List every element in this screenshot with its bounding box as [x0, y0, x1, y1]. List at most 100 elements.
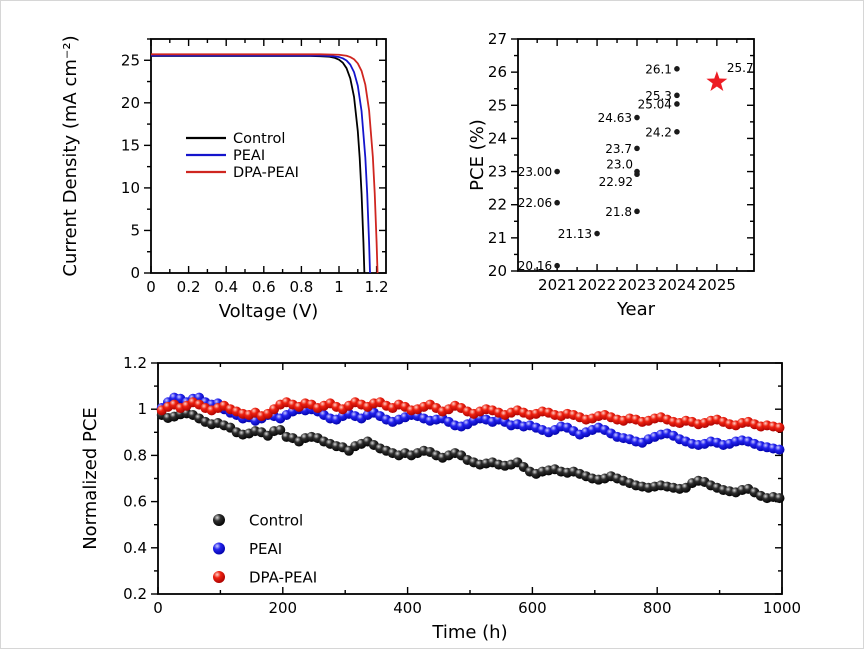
x-tick-label: 2024	[658, 276, 696, 294]
scatter-ball	[774, 444, 785, 455]
y-tick-label: 20	[488, 262, 507, 280]
y-tick-label: 25	[488, 96, 507, 114]
y-tick-label: 22	[488, 196, 507, 214]
star-label: 25.7	[727, 61, 754, 75]
data-point	[634, 171, 640, 178]
data-point-label: 23.00	[518, 165, 552, 179]
x-tick-label: 0	[146, 278, 156, 296]
data-point	[634, 114, 640, 121]
data-point-label: 24.2	[645, 125, 672, 139]
x-tick-label: 1000	[763, 599, 801, 617]
data-point-label: 22.92	[599, 175, 633, 189]
legend-label: Control	[233, 131, 285, 147]
data-point-label: 23.0	[606, 158, 633, 172]
x-tick-label: 1	[334, 278, 344, 296]
y-tick-label: 5	[130, 221, 140, 239]
data-point-label: 20.16	[518, 259, 552, 273]
data-point-label: 24.63	[598, 111, 632, 125]
y-axis-title: Current Density (mA cm⁻²)	[60, 35, 81, 276]
y-tick-label: 0.4	[123, 539, 147, 557]
data-point	[634, 145, 640, 152]
plot-frame	[150, 38, 387, 274]
y-tick-label: 23	[488, 163, 507, 181]
data-point	[554, 262, 560, 269]
scatter-ball	[275, 424, 286, 435]
x-axis-title: Voltage (V)	[219, 301, 319, 322]
x-axis-title: Year	[616, 299, 656, 320]
data-point	[674, 101, 680, 107]
x-tick-label: 2023	[618, 276, 656, 294]
y-tick-label: 20	[121, 94, 140, 112]
x-tick-label: 2025	[698, 276, 736, 294]
data-point-label: 21.8	[605, 205, 632, 219]
y-tick-label: 26	[488, 63, 507, 81]
x-tick-label: 400	[393, 599, 422, 617]
legend-ball	[213, 542, 225, 555]
plot-frame	[517, 38, 755, 272]
y-tick-label: 0.6	[123, 493, 147, 511]
highlight-star: 25.7	[706, 61, 754, 91]
axis-titles: Year PCE (%)	[467, 119, 656, 320]
pce-year-chart: 2021 2022 2023 2024 20252021222324252627Year…	[467, 30, 755, 320]
data-point-label: 21.13	[558, 227, 592, 241]
jv-chart: 0 0.2 0.4 0.6 0.8 1 1.2 0 5 10 15 20 25 Voltage (V) Cu…	[60, 35, 389, 322]
axes	[151, 362, 783, 595]
jv-curve	[151, 54, 371, 274]
data-point	[674, 66, 680, 72]
y-tick-label: 1	[137, 400, 147, 418]
y-tick-label: 15	[121, 136, 140, 154]
data-point	[634, 208, 640, 215]
data-point	[554, 199, 560, 206]
data-point-label: 22.06	[518, 196, 552, 210]
data-point-label: 23.7	[605, 142, 632, 156]
x-tick-label: 1.2	[365, 278, 389, 296]
x-tick-label: 0.8	[289, 278, 313, 296]
data-point-label: 25.04	[638, 97, 672, 111]
x-tick-label: 0.6	[252, 278, 276, 296]
legend-label: PEAI	[233, 148, 265, 164]
data-point	[674, 92, 680, 99]
tick-labels: 0 0.2 0.4 0.6 0.8 1 1.2 0 5 10 15 20 25	[121, 51, 389, 296]
axes	[511, 38, 755, 272]
y-tick-label: 0	[130, 264, 140, 282]
x-tick-label: 2021	[538, 276, 576, 294]
x-tick-label: 800	[643, 599, 672, 617]
series-dpa-peai	[151, 53, 379, 274]
y-tick-label: 0.2	[123, 585, 147, 603]
data-point	[674, 129, 680, 135]
y-axis-title: Normalized PCE	[80, 407, 101, 550]
stability-chart: 0 200 400 600 800 1000 0.2 0.4 0.6 0.8 1 1.2 Time (h…	[80, 354, 801, 643]
scatter-ball	[774, 493, 785, 504]
legend-label: PEAI	[249, 540, 282, 558]
data-point-label: 26.1	[645, 62, 672, 76]
series-control	[156, 408, 785, 504]
legend-ball	[213, 514, 225, 526]
x-axis-title: Time (h)	[431, 622, 507, 643]
tick-labels: 0 200 400 600 800 1000 0.2 0.4 0.6 0.8 1 1.2	[123, 354, 801, 617]
axis-titles: Voltage (V) Current Density (mA cm⁻²)	[60, 35, 318, 322]
x-tick-label: 200	[268, 599, 297, 617]
data-point-label: 25.3	[645, 89, 672, 103]
y-tick-label: 24	[488, 129, 507, 147]
x-tick-label: 0.2	[177, 278, 201, 296]
legend-label: DPA-PEAI	[249, 569, 317, 587]
legend-label: Control	[249, 512, 303, 530]
axes	[144, 38, 387, 274]
jv-curve	[151, 53, 379, 274]
series-peai	[151, 54, 371, 274]
axis-titles: Time (h) Normalized PCE	[80, 407, 508, 643]
y-tick-label: 0.8	[123, 446, 147, 464]
y-tick-label: 27	[488, 30, 507, 48]
y-axis-title: PCE (%)	[467, 119, 488, 191]
x-tick-label: 2022	[578, 276, 616, 294]
series-dpa-peai	[156, 397, 785, 433]
y-tick-label: 10	[121, 179, 140, 197]
data-point	[594, 230, 600, 237]
legend-label: DPA-PEAI	[233, 165, 299, 181]
legend-ball	[213, 571, 225, 583]
x-tick-label: 600	[518, 599, 547, 617]
y-tick-label: 21	[488, 229, 507, 247]
